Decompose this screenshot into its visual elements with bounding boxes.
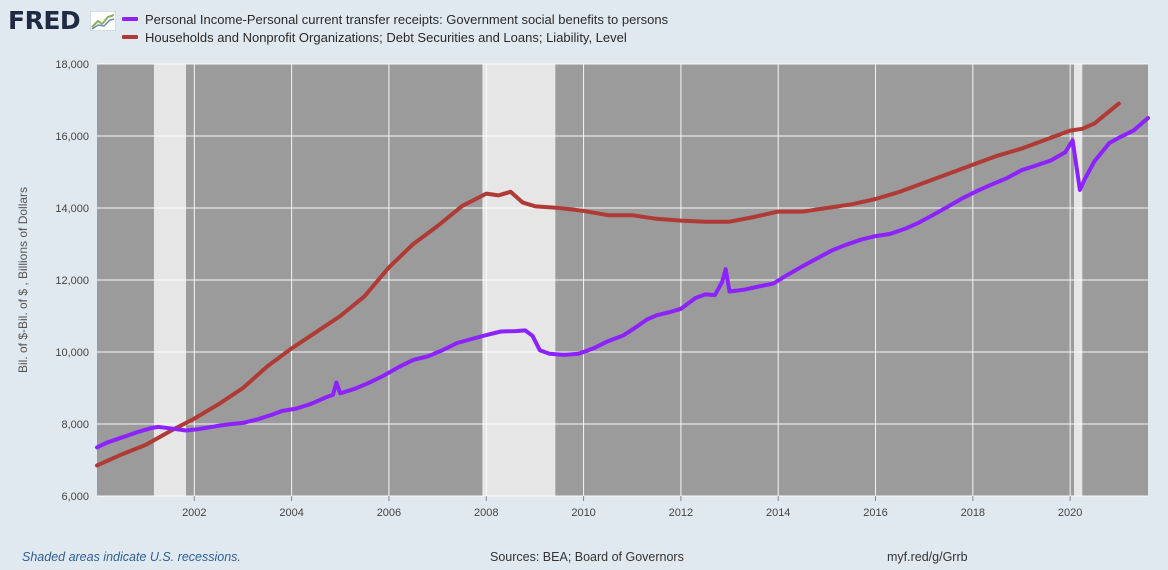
x-tick-label: 2016 xyxy=(863,507,887,519)
sources-text: Sources: BEA; Board of Governors xyxy=(490,550,684,564)
y-tick-label: 10,000 xyxy=(55,347,89,359)
y-tick-label: 8,000 xyxy=(61,419,89,431)
legend-swatch-series2 xyxy=(122,35,138,39)
x-tick-label: 2004 xyxy=(279,507,303,519)
y-tick-label: 18,000 xyxy=(55,59,89,71)
chart-legend: Personal Income-Personal current transfe… xyxy=(122,10,668,46)
short-link[interactable]: myf.red/g/Grrb xyxy=(887,550,968,564)
y-axis-label: Bil. of $-Bil. of $ , Billions of Dollar… xyxy=(16,187,30,373)
y-tick-label: 6,000 xyxy=(61,491,89,503)
x-tick-label: 2020 xyxy=(1058,507,1082,519)
x-tick-label: 2008 xyxy=(474,507,498,519)
x-tick-label: 2006 xyxy=(377,507,401,519)
x-tick-label: 2014 xyxy=(766,507,790,519)
recession-note: Shaded areas indicate U.S. recessions. xyxy=(22,550,241,564)
x-tick-label: 2018 xyxy=(961,507,985,519)
legend-item-series2[interactable]: Households and Nonprofit Organizations; … xyxy=(122,28,668,46)
header: FRED Personal Income-Personal current tr… xyxy=(0,0,1168,56)
legend-label-series1: Personal Income-Personal current transfe… xyxy=(145,11,669,27)
y-tick-label: 12,000 xyxy=(55,275,89,287)
chart-line-icon xyxy=(90,11,116,31)
legend-label-series2: Households and Nonprofit Organizations; … xyxy=(145,29,627,45)
y-tick-label: 16,000 xyxy=(55,131,89,143)
series-line-2 xyxy=(95,101,1121,468)
x-tick-label: 2012 xyxy=(669,507,693,519)
series-line-1 xyxy=(95,116,1150,450)
legend-item-series1[interactable]: Personal Income-Personal current transfe… xyxy=(122,10,668,28)
legend-swatch-series1 xyxy=(122,17,138,21)
x-tick-label: 2002 xyxy=(182,507,206,519)
y-tick-label: 14,000 xyxy=(55,203,89,215)
fred-logo[interactable]: FRED xyxy=(8,6,81,35)
x-tick-label: 2010 xyxy=(571,507,595,519)
